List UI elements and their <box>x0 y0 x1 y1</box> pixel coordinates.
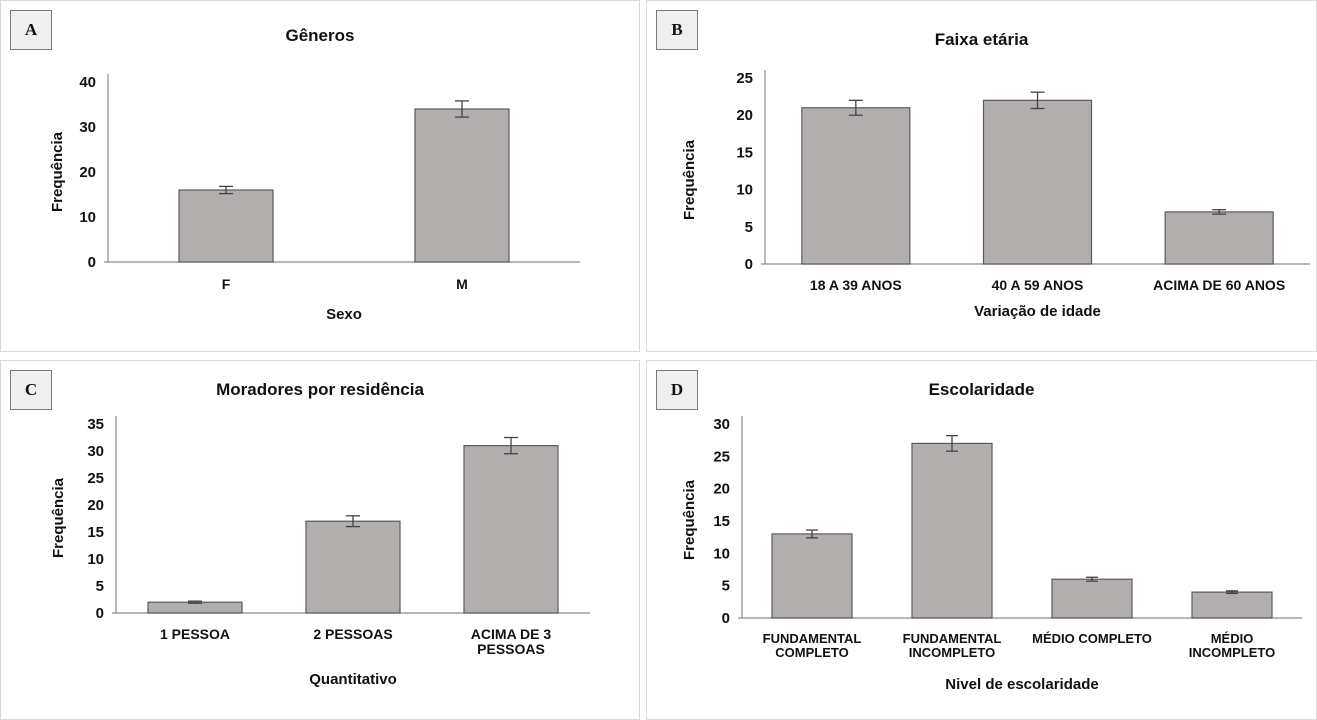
error-bar <box>1086 576 1098 582</box>
x-category-label: F <box>222 276 231 292</box>
y-tick-label: 10 <box>736 182 753 199</box>
y-tick-label: 0 <box>88 254 96 271</box>
chart-title: Faixa etária <box>934 30 1029 49</box>
bar-1 <box>771 533 853 619</box>
x-category-label: 1 PESSOA <box>160 626 230 642</box>
x-axis-label: Sexo <box>326 306 362 323</box>
y-tick-label: 20 <box>87 497 104 514</box>
error-bar <box>219 185 233 195</box>
panel-label: B <box>656 10 698 50</box>
x-category-label: MÉDIO INCOMPLETO <box>1189 631 1275 660</box>
error-bar <box>346 515 360 528</box>
y-tick-label: 0 <box>745 256 753 273</box>
x-category-label: FUNDAMENTAL COMPLETO <box>763 631 862 660</box>
y-tick-label: 5 <box>96 578 104 595</box>
y-tick-label: 10 <box>713 545 730 562</box>
error-bar <box>188 600 202 604</box>
error-bar <box>1226 590 1238 595</box>
bar-1 <box>178 189 274 263</box>
x-category-label: FUNDAMENTAL INCOMPLETO <box>903 631 1002 660</box>
bar-2 <box>414 108 510 263</box>
error-bar <box>455 100 469 118</box>
y-tick-label: 25 <box>87 470 104 487</box>
bar-3 <box>1164 211 1274 265</box>
bar-3 <box>1051 578 1133 619</box>
chart-title: Gêneros <box>285 26 355 45</box>
y-axis-label: Frequência <box>681 139 698 220</box>
y-tick-label: 30 <box>79 119 96 136</box>
y-tick-label: 0 <box>722 610 730 627</box>
error-bar <box>806 529 818 539</box>
panel-d: D Escolaridade 0 5 10 15 20 25 30 Frequência FUN… <box>646 360 1317 720</box>
error-bar <box>1030 91 1045 110</box>
x-category-label: MÉDIO COMPLETO <box>1032 631 1152 646</box>
x-category-label: M <box>456 276 468 292</box>
x-category-label: ACIMA DE 60 ANOS <box>1153 277 1285 293</box>
y-tick-label: 20 <box>79 164 96 181</box>
y-tick-label: 10 <box>87 551 104 568</box>
y-tick-label: 30 <box>87 443 104 460</box>
bar-chart-faixa-etaria: 0 5 10 15 20 25 Frequência 18 A 39 ANOS 40 A 59 … <box>681 70 1310 320</box>
x-axis-label: Nivel de escolaridade <box>945 676 1098 693</box>
y-axis-label: Frequência <box>681 479 698 560</box>
x-category-label: 2 PESSOAS <box>313 626 392 642</box>
y-tick-label: 5 <box>722 578 730 595</box>
bar-1 <box>801 107 911 265</box>
panel-label: D <box>656 370 698 410</box>
y-axis-label: Frequência <box>50 477 67 558</box>
error-bar <box>504 436 518 455</box>
bar-2 <box>982 99 1093 265</box>
x-category-label: ACIMA DE 3 PESSOAS <box>471 626 552 657</box>
x-category-label: 40 A 59 ANOS <box>992 277 1084 293</box>
y-tick-label: 30 <box>713 416 730 433</box>
y-axis-label: Frequência <box>49 131 66 212</box>
bar-chart-generos: 0 10 20 30 40 Frequência F M Sexo <box>49 74 580 323</box>
error-bar <box>946 434 958 452</box>
y-tick-label: 20 <box>713 481 730 498</box>
x-category-label: 18 A 39 ANOS <box>810 277 902 293</box>
x-axis-label: Variação de idade <box>974 303 1101 320</box>
bar-chart-moradores: 0 5 10 15 20 25 30 35 Frequência 1 PESSOA 2 PESSOA… <box>50 416 590 688</box>
y-tick-label: 35 <box>87 416 104 433</box>
panel-b: B Faixa etária 0 5 10 15 20 25 Frequência 18 A … <box>646 0 1317 352</box>
panel-label: A <box>10 10 52 50</box>
panel-label: C <box>10 370 52 410</box>
chart-title: Escolaridade <box>928 380 1035 399</box>
x-axis-label: Quantitativo <box>309 671 397 688</box>
y-tick-label: 20 <box>736 107 753 124</box>
bar-3 <box>463 444 559 614</box>
panel-c: C Moradores por residência 0 5 10 15 20 25 30 3… <box>0 360 640 720</box>
chart-title: Moradores por residência <box>216 380 424 399</box>
panel-frame <box>0 0 640 352</box>
y-tick-label: 5 <box>745 219 753 236</box>
bar-chart-escolaridade: 0 5 10 15 20 25 30 Frequência FUNDAMENTAL COMPLET… <box>681 416 1302 693</box>
panel-a: A Gêneros 0 10 20 30 40 Frequência F M Sexo <box>0 0 640 352</box>
y-tick-label: 40 <box>79 74 96 91</box>
bar-2 <box>911 442 993 619</box>
error-bar <box>848 99 863 116</box>
error-bar <box>1212 209 1227 215</box>
y-tick-label: 25 <box>736 70 753 87</box>
bar-4 <box>1191 591 1273 619</box>
y-tick-label: 25 <box>713 448 730 465</box>
y-tick-label: 15 <box>736 144 753 161</box>
y-tick-label: 0 <box>96 605 104 622</box>
y-tick-label: 10 <box>79 209 96 226</box>
bar-2 <box>305 520 401 614</box>
y-tick-label: 15 <box>713 513 730 530</box>
y-tick-label: 15 <box>87 524 104 541</box>
